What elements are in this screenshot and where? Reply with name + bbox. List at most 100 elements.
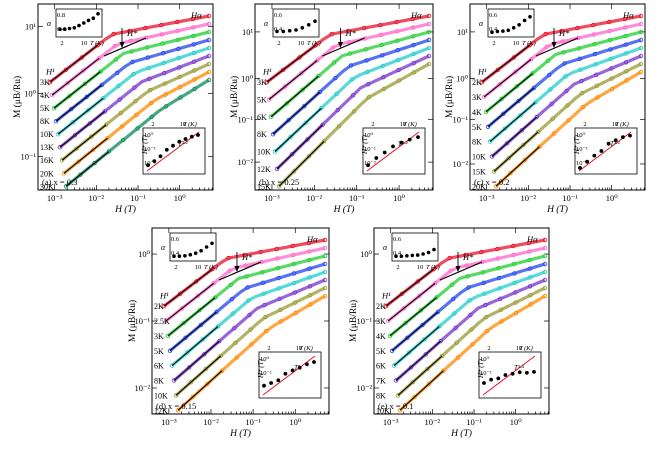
data-point xyxy=(163,318,169,324)
data-point xyxy=(411,60,416,66)
data-point xyxy=(441,368,446,373)
data-point xyxy=(426,21,432,27)
data-point xyxy=(105,135,110,141)
x-tick-label: 10⁻² xyxy=(203,417,219,427)
inset-alpha-point xyxy=(193,251,198,255)
data-point xyxy=(316,73,321,79)
data-point xyxy=(514,84,520,89)
temperature-label: 10K xyxy=(257,148,271,157)
data-point xyxy=(260,270,265,275)
data-point xyxy=(437,324,442,329)
data-point xyxy=(593,62,598,67)
data-point xyxy=(102,109,107,114)
y-tick-label: 10⁻¹ xyxy=(237,114,253,124)
data-point xyxy=(399,291,405,296)
data-point xyxy=(378,22,383,28)
data-point xyxy=(550,116,555,121)
fit-line xyxy=(51,57,100,96)
inset-hstar: T² 10⁰ 10⁻¹ 2 10T (K) H* (T) xyxy=(257,345,322,399)
temperature-label: 6K xyxy=(376,362,386,371)
x-tick-label: 10⁰ xyxy=(289,417,302,427)
data-point xyxy=(426,13,432,19)
data-point xyxy=(512,271,517,276)
temperature-label: 7K xyxy=(376,377,386,386)
data-point xyxy=(591,32,597,37)
inset-alpha-frame xyxy=(487,8,535,38)
data-point xyxy=(412,394,417,400)
data-point xyxy=(242,252,247,258)
data-point xyxy=(234,355,239,360)
inset-hstar-point xyxy=(585,159,589,164)
temperature-label: 8K xyxy=(376,391,386,400)
inset-hstar-ytick: 10⁻¹ xyxy=(144,146,156,153)
data-point xyxy=(502,126,508,131)
data-point xyxy=(63,184,69,189)
inset-hstar-point xyxy=(171,143,175,148)
data-point xyxy=(288,134,293,140)
inset-hstar-point xyxy=(578,166,582,170)
inset-alpha-ytick: 0.4 xyxy=(274,26,283,33)
data-point xyxy=(638,13,644,19)
data-point xyxy=(366,81,371,87)
data-point xyxy=(496,275,502,281)
h-star-arrowhead xyxy=(337,42,343,48)
fit-line xyxy=(169,311,217,352)
data-point xyxy=(248,327,253,332)
data-point xyxy=(218,353,223,359)
inset-hstar-ytick: 10⁻² xyxy=(144,160,156,167)
data-point xyxy=(176,65,182,70)
inset-hstar-ytick: 10⁻¹ xyxy=(576,146,588,153)
fit-line xyxy=(483,58,532,98)
data-point xyxy=(607,28,612,34)
data-point xyxy=(562,61,567,66)
inset-alpha-ylabel: α xyxy=(264,19,269,28)
x-tick-label: 10⁻² xyxy=(521,193,537,203)
data-point xyxy=(159,32,165,37)
data-point xyxy=(51,105,57,111)
data-point xyxy=(422,337,427,342)
y-tick-label: 10⁰ xyxy=(138,249,151,259)
data-point xyxy=(455,355,461,360)
data-point xyxy=(116,83,121,89)
data-point xyxy=(332,60,337,65)
data-point xyxy=(70,119,76,125)
fit-line xyxy=(278,140,325,187)
inset-alpha-xlabel: T (K) xyxy=(426,264,440,271)
data-point xyxy=(322,237,328,243)
temperature-label: 4K xyxy=(472,108,482,117)
data-point xyxy=(348,63,354,68)
data-point xyxy=(57,144,63,150)
inset-alpha-ytick: 0.6 xyxy=(274,12,283,19)
data-point xyxy=(302,103,307,109)
temperature-label: 2K xyxy=(472,78,482,87)
data-point xyxy=(547,72,552,78)
data-point xyxy=(638,69,644,75)
data-point xyxy=(542,245,548,251)
inset-alpha-point xyxy=(210,241,214,246)
data-point xyxy=(334,91,339,97)
inset-alpha-point xyxy=(96,12,100,16)
inset-alpha-point xyxy=(421,252,425,256)
data-point xyxy=(76,159,81,164)
inset-alpha-point xyxy=(199,248,203,253)
data-point xyxy=(181,320,186,326)
data-point xyxy=(197,308,202,313)
x-tick-label: 10⁰ xyxy=(606,193,619,203)
inset-alpha-xtick: 10 xyxy=(417,264,424,271)
data-point xyxy=(183,335,188,340)
data-point xyxy=(576,35,581,41)
data-point xyxy=(143,25,148,31)
h-star-label: H* xyxy=(558,28,570,38)
data-point xyxy=(426,61,432,67)
data-point xyxy=(82,81,88,86)
inset-hstar-point xyxy=(628,133,632,138)
data-point xyxy=(133,98,138,104)
data-point xyxy=(227,268,232,273)
data-point xyxy=(63,67,69,72)
x-tick-label: 10⁻¹ xyxy=(245,417,261,427)
inset-hstar-point xyxy=(503,373,508,377)
data-point xyxy=(394,19,399,25)
data-point xyxy=(308,302,313,307)
